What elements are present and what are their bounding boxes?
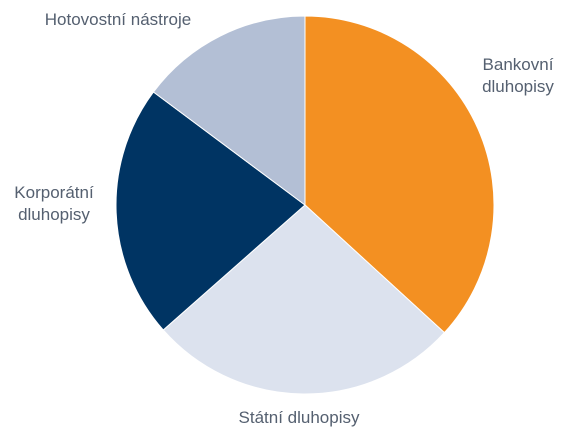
slice-label-1: Státní dluhopisy [239,408,360,427]
pie-slice-0 [304,15,495,334]
slice-label-line: Korporátní [14,183,94,202]
slice-label-line: dluhopisy [482,77,554,96]
pie-slices [115,15,495,395]
slice-label-line: Bankovní [483,55,554,74]
pie-slice-3 [152,15,306,206]
slice-label-3: Hotovostní nástroje [45,10,191,29]
slice-label-line: Státní dluhopisy [239,408,360,427]
pie-slice-1 [162,204,446,395]
slice-label-line: dluhopisy [18,205,90,224]
pie-slice-2 [115,91,306,331]
slice-label-line: Hotovostní nástroje [45,10,191,29]
slice-label-0: Bankovní dluhopisy [482,55,554,96]
pie-labels: Bankovní dluhopisy Státní dluhopisy Korporá… [14,10,554,427]
slice-label-2: Korporátní dluhopisy [14,183,94,224]
